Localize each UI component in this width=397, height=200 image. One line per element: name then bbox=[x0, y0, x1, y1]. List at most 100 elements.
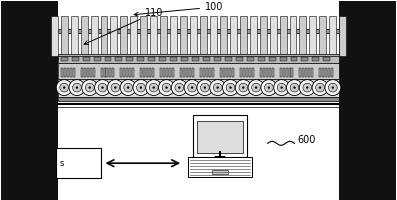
Bar bbox=[200, 16, 207, 56]
Circle shape bbox=[124, 83, 133, 92]
Bar bbox=[129, 68, 131, 77]
Bar bbox=[200, 68, 202, 77]
Circle shape bbox=[223, 80, 239, 96]
Circle shape bbox=[210, 80, 225, 96]
Bar bbox=[187, 157, 252, 177]
Bar bbox=[263, 68, 265, 77]
Bar bbox=[130, 16, 137, 56]
Bar bbox=[279, 68, 281, 77]
Circle shape bbox=[69, 80, 85, 96]
Bar bbox=[83, 57, 90, 61]
Bar bbox=[247, 57, 254, 61]
Bar bbox=[240, 16, 247, 56]
Circle shape bbox=[200, 83, 209, 92]
Bar bbox=[81, 16, 88, 56]
Circle shape bbox=[76, 86, 78, 89]
Bar bbox=[67, 68, 69, 77]
Bar bbox=[104, 68, 106, 77]
Bar bbox=[72, 57, 79, 61]
Bar bbox=[58, 63, 339, 79]
Circle shape bbox=[111, 83, 120, 92]
Circle shape bbox=[235, 80, 251, 96]
Circle shape bbox=[89, 86, 91, 89]
Circle shape bbox=[184, 80, 200, 96]
Bar bbox=[61, 57, 68, 61]
Bar bbox=[149, 68, 151, 77]
Circle shape bbox=[73, 83, 81, 92]
Bar bbox=[212, 170, 228, 174]
Bar bbox=[319, 16, 326, 56]
Bar bbox=[160, 68, 162, 77]
Bar bbox=[232, 68, 234, 77]
Bar bbox=[203, 68, 205, 77]
Bar bbox=[322, 68, 324, 77]
Bar bbox=[189, 68, 191, 77]
Bar bbox=[319, 68, 321, 77]
Bar bbox=[312, 57, 319, 61]
Circle shape bbox=[137, 83, 145, 92]
Circle shape bbox=[277, 83, 286, 92]
Circle shape bbox=[172, 80, 187, 96]
Bar bbox=[159, 57, 166, 61]
Circle shape bbox=[312, 80, 328, 96]
Circle shape bbox=[306, 86, 308, 89]
Circle shape bbox=[280, 86, 283, 89]
Bar bbox=[100, 16, 108, 56]
Circle shape bbox=[158, 80, 174, 96]
Circle shape bbox=[303, 83, 312, 92]
Bar bbox=[303, 68, 304, 77]
Bar bbox=[260, 16, 267, 56]
Bar bbox=[220, 16, 227, 56]
Bar bbox=[299, 68, 301, 77]
Text: s: s bbox=[60, 159, 64, 168]
Circle shape bbox=[188, 83, 197, 92]
Circle shape bbox=[60, 83, 69, 92]
Circle shape bbox=[162, 83, 171, 92]
Bar bbox=[126, 68, 128, 77]
Bar bbox=[186, 68, 188, 77]
Bar bbox=[87, 68, 89, 77]
Bar bbox=[236, 57, 243, 61]
Bar bbox=[246, 68, 248, 77]
Circle shape bbox=[274, 80, 290, 96]
Bar bbox=[301, 57, 308, 61]
Bar bbox=[203, 57, 210, 61]
Bar bbox=[84, 68, 86, 77]
Bar bbox=[269, 68, 271, 77]
Bar bbox=[223, 68, 225, 77]
Bar bbox=[229, 68, 231, 77]
Bar bbox=[100, 68, 102, 77]
Bar bbox=[331, 68, 333, 77]
Bar bbox=[94, 57, 100, 61]
Bar bbox=[258, 57, 265, 61]
Bar bbox=[252, 68, 254, 77]
Circle shape bbox=[165, 86, 168, 89]
Bar bbox=[180, 68, 182, 77]
Bar bbox=[137, 57, 144, 61]
Bar bbox=[140, 16, 147, 56]
Bar bbox=[61, 68, 63, 77]
Bar bbox=[339, 16, 346, 56]
Circle shape bbox=[316, 83, 324, 92]
Circle shape bbox=[140, 86, 142, 89]
Bar bbox=[309, 16, 316, 56]
Bar bbox=[170, 16, 177, 56]
Bar bbox=[214, 57, 221, 61]
Text: 100: 100 bbox=[134, 2, 224, 16]
Bar bbox=[71, 16, 78, 56]
Bar bbox=[132, 68, 134, 77]
Bar bbox=[190, 16, 197, 56]
Bar bbox=[279, 16, 287, 56]
Bar bbox=[148, 57, 155, 61]
Bar bbox=[116, 57, 122, 61]
Circle shape bbox=[178, 86, 181, 89]
Bar bbox=[269, 57, 276, 61]
Circle shape bbox=[175, 83, 184, 92]
Circle shape bbox=[127, 86, 129, 89]
Bar bbox=[212, 68, 214, 77]
Circle shape bbox=[204, 86, 206, 89]
Circle shape bbox=[114, 86, 117, 89]
Bar bbox=[70, 68, 72, 77]
Bar bbox=[180, 16, 187, 56]
Bar bbox=[61, 16, 68, 56]
